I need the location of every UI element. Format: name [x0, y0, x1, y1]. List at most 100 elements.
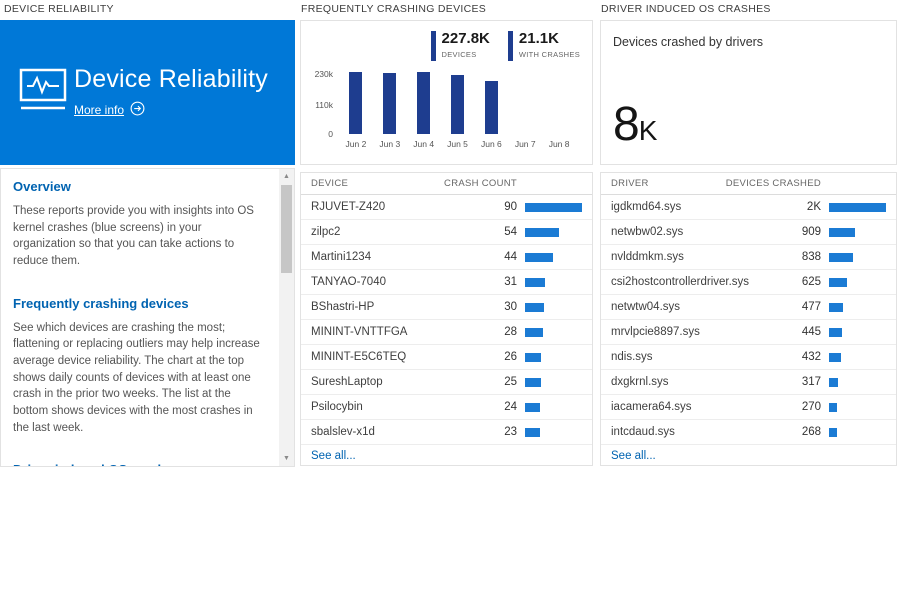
table-header-row: DRIVER DEVICES CRASHED	[601, 173, 896, 195]
chart-bar-jun-6	[484, 81, 498, 134]
row-value-bar	[829, 327, 842, 337]
row-value: 90	[504, 201, 517, 213]
column-header-frequently-crashing-devices: FREQUENTLY CRASHING DEVICES	[301, 3, 487, 15]
table-row[interactable]: Psilocybin 24	[301, 395, 592, 420]
y-axis: 0 110k 230k	[313, 69, 335, 139]
row-value: 26	[504, 351, 517, 363]
section-heading-driver-induced-os-crashes[interactable]: Driver-induced OS crashes	[13, 462, 264, 466]
summary-big-number: 8K	[613, 97, 657, 152]
x-axis-label: Jun 3	[379, 139, 401, 149]
chart-bar-jun-5	[451, 75, 464, 134]
summary-value: 8	[613, 98, 640, 151]
section-body-overview: These reports provide you with insights …	[13, 205, 254, 268]
column-header-driver-induced-os-crashes: DRIVER INDUCED OS CRASHES	[601, 3, 771, 15]
scroll-up-arrow-icon[interactable]: ▲	[283, 173, 290, 180]
row-value-bar	[829, 377, 838, 387]
see-all-devices-link[interactable]: See all...	[311, 450, 356, 462]
daily-crash-bar-chart: 0 110k 230k Jun 2 Jun 3 Jun 4 Jun 5 Jun 6 Jun 7…	[313, 69, 580, 157]
table-row[interactable]: BShastri-HP 30	[301, 295, 592, 320]
row-bar-cell	[829, 302, 886, 312]
x-axis-label: Jun 2	[345, 139, 367, 149]
chart-bar-slot	[407, 69, 441, 134]
table-row[interactable]: RJUVET-Z420 90	[301, 195, 592, 220]
row-bar-cell	[829, 427, 886, 437]
table-row[interactable]: intcdaud.sys 268	[601, 420, 896, 445]
table-row[interactable]: dxgkrnl.sys 317	[601, 370, 896, 395]
row-name: netwbw02.sys	[611, 226, 684, 238]
row-value-bar	[525, 252, 553, 262]
scrollbar[interactable]: ▲ ▼	[279, 169, 294, 466]
table-row[interactable]: SureshLaptop 25	[301, 370, 592, 395]
device-reliability-tile[interactable]: Device Reliability More info	[0, 20, 295, 165]
table-row[interactable]: MININT-VNTTFGA 28	[301, 320, 592, 345]
row-bar-cell	[525, 352, 582, 362]
chart-bar-slot	[441, 69, 475, 134]
more-info-link[interactable]: More info	[74, 101, 268, 119]
table-row[interactable]: Martini1234 44	[301, 245, 592, 270]
table-row[interactable]: ndis.sys 432	[601, 345, 896, 370]
row-name: Psilocybin	[311, 401, 363, 413]
row-value: 270	[801, 401, 821, 413]
row-value: 54	[504, 226, 517, 238]
devices-crashed-column-header: DEVICES CRASHED	[725, 178, 821, 189]
section-heading-overview[interactable]: Overview	[13, 179, 71, 194]
stat-devices-label: DEVICES	[441, 49, 477, 59]
row-name: RJUVET-Z420	[311, 201, 386, 213]
chart-bar-jun-4	[417, 72, 431, 134]
table-row[interactable]: iacamera64.sys 270	[601, 395, 896, 420]
plot-area	[339, 69, 576, 134]
row-name: MININT-VNTTFGA	[311, 326, 408, 338]
stat-with-crashes-value: 21.1K	[518, 30, 559, 47]
section-heading-frequently-crashing-devices[interactable]: Frequently crashing devices	[13, 295, 189, 311]
row-name: mrvlpcie8897.sys	[611, 326, 700, 338]
row-value: 44	[504, 251, 517, 263]
table-row[interactable]: mrvlpcie8897.sys 445	[601, 320, 896, 345]
stat-bar-icon	[507, 31, 513, 61]
row-bar-cell	[525, 277, 582, 287]
section-driver-induced-os-crashes: Driver-induced OS crashes See which driv…	[13, 462, 264, 466]
row-value: 432	[801, 351, 821, 363]
tile-title: Device Reliability	[74, 65, 268, 94]
row-bar-cell	[525, 202, 582, 212]
arrow-right-circle-icon	[130, 101, 145, 119]
row-bar-cell	[829, 277, 886, 287]
row-bar-cell	[525, 427, 582, 437]
table-row[interactable]: TANYAO-7040 31	[301, 270, 592, 295]
device-stats: 227.8K DEVICES 21.1K WITH CRASHES	[430, 30, 580, 61]
table-row[interactable]: igdkmd64.sys 2K	[601, 195, 896, 220]
row-bar-cell	[829, 327, 886, 337]
row-name: TANYAO-7040	[311, 276, 386, 288]
row-name: zilpc2	[311, 226, 341, 238]
row-bar-cell	[525, 402, 582, 412]
row-value-bar	[525, 352, 541, 362]
row-bar-cell	[525, 327, 582, 337]
x-axis-label: Jun 7	[514, 139, 536, 149]
row-value-bar	[829, 202, 886, 212]
row-bar-cell	[829, 252, 886, 262]
row-name: Martini1234	[311, 251, 372, 263]
section-overview: Overview These reports provide you with …	[13, 179, 264, 270]
chart-bar-slot	[474, 69, 508, 134]
row-value: 30	[504, 301, 517, 313]
table-row[interactable]: nvlddmkm.sys 838	[601, 245, 896, 270]
row-value-bar	[525, 402, 540, 412]
scroll-down-arrow-icon[interactable]: ▼	[283, 455, 290, 462]
table-row[interactable]: zilpc2 54	[301, 220, 592, 245]
see-all-drivers-link[interactable]: See all...	[611, 450, 656, 462]
x-axis-label: Jun 6	[480, 139, 502, 149]
table-row[interactable]: MININT-E5C6TEQ 26	[301, 345, 592, 370]
table-row[interactable]: csi2hostcontrollerdriver.sys 625	[601, 270, 896, 295]
row-value: 31	[504, 276, 517, 288]
row-value: 477	[801, 301, 821, 313]
devices-crashed-by-drivers-panel: Devices crashed by drivers 8K	[600, 20, 897, 165]
device-column-header: DEVICE	[311, 178, 349, 189]
table-row[interactable]: sbalslev-x1d 23	[301, 420, 592, 445]
row-name: igdkmd64.sys	[611, 201, 682, 213]
row-value-bar	[525, 202, 582, 212]
scrollbar-thumb[interactable]	[281, 185, 292, 273]
row-name: dxgkrnl.sys	[611, 376, 669, 388]
table-row[interactable]: netwbw02.sys 909	[601, 220, 896, 245]
row-value: 909	[801, 226, 821, 238]
table-row[interactable]: netwtw04.sys 477	[601, 295, 896, 320]
row-bar-cell	[829, 227, 886, 237]
